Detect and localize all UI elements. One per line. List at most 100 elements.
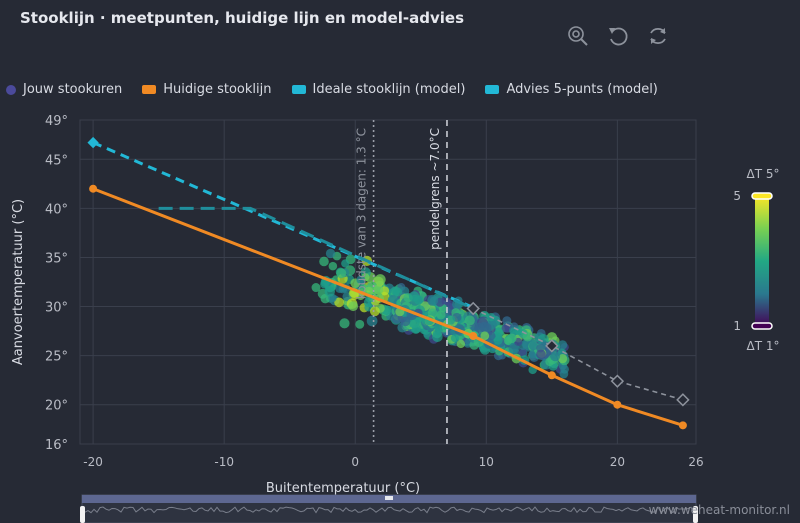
scatter-point <box>486 312 496 322</box>
scatter-point <box>463 321 474 332</box>
scatter-point <box>403 302 414 313</box>
scatter-point <box>509 325 520 336</box>
scatter-point <box>421 306 432 317</box>
legend-item-stookuren[interactable]: Jouw stookuren <box>6 82 122 97</box>
scatter-point <box>413 296 424 307</box>
scatter-point <box>429 318 438 327</box>
scatter-point <box>343 299 354 310</box>
scatter-point <box>470 323 480 333</box>
scatter-point <box>430 310 441 320</box>
scatter-point <box>493 327 504 338</box>
scatter-point <box>461 315 473 327</box>
scatter-point <box>456 325 468 337</box>
undo-icon[interactable] <box>606 24 630 48</box>
scatter-point <box>414 314 423 323</box>
scatter-point <box>470 326 479 335</box>
scatter-point <box>406 295 416 306</box>
scatter-point <box>389 295 401 307</box>
scatter-point <box>410 291 421 303</box>
scatter-point <box>509 331 519 342</box>
scatter-point <box>482 327 493 338</box>
scatter-point <box>534 339 544 349</box>
scatter-point <box>482 343 492 352</box>
scatter-point <box>549 354 559 364</box>
scatter-point <box>455 320 464 330</box>
scatter-point <box>445 327 456 339</box>
scatter-point <box>548 350 558 360</box>
scatter-point <box>531 341 543 353</box>
scatter-point <box>356 291 365 301</box>
scatter-point <box>470 326 480 337</box>
scatter-point <box>450 320 460 330</box>
scatter-point <box>484 322 496 333</box>
scatter-point <box>437 311 449 322</box>
scatter-point <box>441 323 450 332</box>
scatter-point <box>429 318 441 330</box>
scatter-point <box>421 325 431 335</box>
scatter-point <box>413 308 423 318</box>
scatter-point <box>450 326 461 338</box>
scatter-point <box>429 296 440 306</box>
scatter-point <box>394 309 404 319</box>
legend-item-huidige[interactable]: Huidige stooklijn <box>142 82 272 97</box>
scatter-point <box>366 281 378 293</box>
scatter-point <box>405 310 416 321</box>
scatter-point <box>425 307 436 319</box>
scatter-point <box>365 272 376 283</box>
scatter-point <box>528 365 537 375</box>
scatter-point <box>557 340 568 350</box>
zoom-reset-icon[interactable] <box>566 24 590 48</box>
scatter-point <box>456 314 467 325</box>
scatter-point <box>403 295 413 305</box>
scatter-point <box>482 331 494 343</box>
scatter-point <box>439 318 451 330</box>
scatter-point <box>324 286 335 297</box>
scatter-point <box>470 325 480 336</box>
scatter-point <box>557 356 567 366</box>
scatter-point <box>486 314 498 326</box>
scatter-point <box>526 339 536 349</box>
scatter-point <box>388 294 399 306</box>
scatter-point <box>535 341 546 351</box>
series-point-huidige <box>89 184 98 193</box>
scatter-point <box>372 276 384 288</box>
scatter-point <box>384 283 395 294</box>
scatter-point <box>402 314 412 324</box>
scatter-point <box>415 305 425 316</box>
scatter-point <box>402 311 414 323</box>
scatter-point <box>335 267 346 277</box>
legend-dot-icon <box>6 84 16 95</box>
scatter-point <box>421 306 432 317</box>
scatter-point <box>447 325 456 334</box>
scatter-point <box>453 314 462 324</box>
scatter-point <box>432 301 442 312</box>
scatter-point <box>372 286 384 297</box>
scatter-point <box>476 320 486 329</box>
scatter-point <box>447 329 458 341</box>
scatter-point <box>341 259 350 268</box>
scatter-point <box>456 339 466 349</box>
scatter-point <box>395 289 404 299</box>
scatter-point <box>510 326 520 337</box>
scatter-point <box>388 288 398 298</box>
scatter-point <box>408 294 418 304</box>
scatter-point <box>434 326 444 336</box>
restore-icon[interactable] <box>646 24 670 48</box>
scatter-point <box>464 337 474 346</box>
scatter-point <box>400 296 411 306</box>
scatter-point <box>446 315 458 327</box>
legend-item-ideale[interactable]: Ideale stooklijn (model) <box>291 82 465 97</box>
scatter-point <box>426 321 435 331</box>
legend-item-advies[interactable]: Advies 5-punts (model) <box>485 82 658 97</box>
scatter-point <box>470 312 479 322</box>
scatter-point <box>541 342 552 353</box>
scatter-point <box>435 293 445 303</box>
zoom-track <box>81 494 697 523</box>
scatter-point <box>427 294 439 306</box>
page-title: Stooklijn · meetpunten, huidige lijn en … <box>20 9 464 27</box>
scatter-point <box>329 295 340 306</box>
scatter-point <box>328 293 337 303</box>
chart-legend: Jouw stookuren Huidige stooklijn Ideale … <box>6 82 658 97</box>
scatter-point <box>446 314 456 324</box>
scatter-point <box>400 301 412 313</box>
